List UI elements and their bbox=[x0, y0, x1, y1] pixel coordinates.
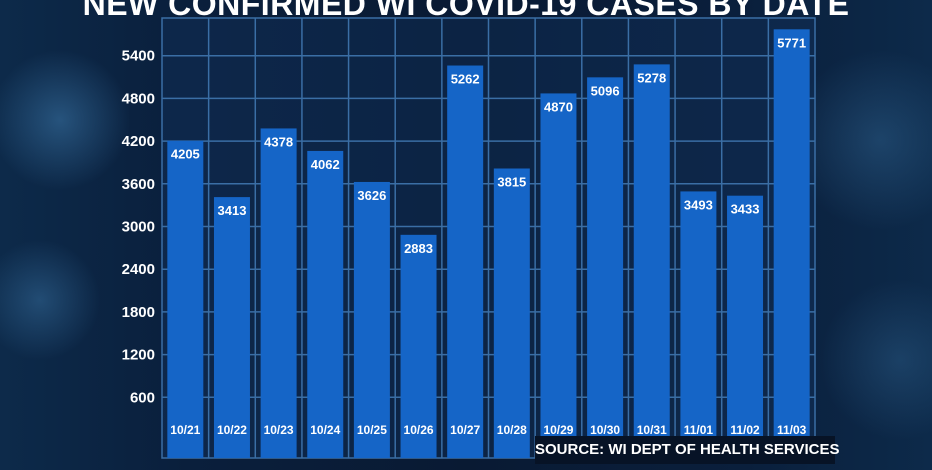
x-tick-label: 11/03 bbox=[777, 423, 807, 437]
x-tick-label: 10/21 bbox=[170, 423, 200, 437]
bar bbox=[773, 29, 810, 458]
x-tick-label: 10/27 bbox=[450, 423, 480, 437]
data-label: 4205 bbox=[171, 147, 200, 162]
x-tick-label: 10/31 bbox=[637, 423, 667, 437]
bar bbox=[400, 234, 437, 458]
y-tick-label: 3000 bbox=[122, 219, 155, 236]
grid-lines bbox=[161, 17, 816, 459]
y-tick-label: 600 bbox=[130, 389, 155, 406]
y-tick-label: 1800 bbox=[122, 304, 155, 321]
bars bbox=[167, 29, 810, 459]
y-tick-label: 4800 bbox=[122, 90, 155, 107]
data-label: 4062 bbox=[311, 157, 340, 172]
data-label: 5278 bbox=[637, 70, 666, 85]
data-label: 3815 bbox=[497, 174, 526, 189]
x-tick-label: 10/24 bbox=[310, 423, 340, 437]
x-tick-label: 11/02 bbox=[730, 423, 760, 437]
x-tick-label: 10/29 bbox=[543, 423, 573, 437]
bar bbox=[540, 93, 577, 458]
data-label: 4378 bbox=[264, 134, 293, 149]
data-label: 5771 bbox=[777, 35, 806, 50]
y-axis: 600 1200 1800 2400 3000 3600 4200 4800 5400 bbox=[122, 48, 155, 407]
data-label: 4870 bbox=[544, 99, 573, 114]
data-label: 3433 bbox=[731, 202, 760, 217]
y-tick-label: 3600 bbox=[122, 176, 155, 193]
data-label: 2883 bbox=[404, 241, 433, 256]
bar bbox=[213, 197, 250, 459]
x-axis: 10/21 10/22 10/23 10/24 10/25 10/26 10/27 10/28… bbox=[170, 423, 806, 437]
x-tick-label: 10/30 bbox=[590, 423, 620, 437]
data-label: 3493 bbox=[684, 197, 713, 212]
bar bbox=[727, 195, 764, 459]
bar bbox=[447, 65, 484, 459]
data-label: 5262 bbox=[451, 72, 480, 87]
data-labels: 4205 3413 4378 4062 3626 2883 5262 3815 4870 5096… bbox=[171, 35, 806, 256]
bar bbox=[260, 128, 297, 459]
x-tick-label: 10/26 bbox=[404, 423, 434, 437]
bar bbox=[353, 181, 390, 459]
bar bbox=[633, 64, 670, 459]
data-label: 3413 bbox=[218, 203, 247, 218]
y-tick-label: 5400 bbox=[122, 48, 155, 65]
x-tick-label: 10/23 bbox=[264, 423, 294, 437]
source-note: SOURCE: WI DEPT OF HEALTH SERVICES bbox=[535, 436, 839, 464]
bar bbox=[307, 150, 344, 458]
y-tick-label: 4200 bbox=[122, 133, 155, 150]
y-tick-label: 2400 bbox=[122, 261, 155, 278]
x-tick-label: 10/25 bbox=[357, 423, 387, 437]
x-tick-label: 10/22 bbox=[217, 423, 247, 437]
y-tick-label: 1200 bbox=[122, 347, 155, 364]
data-label: 5096 bbox=[591, 83, 620, 98]
bar bbox=[167, 140, 204, 458]
data-label: 3626 bbox=[357, 188, 386, 203]
chart-title: NEW CONFIRMED WI COVID-19 CASES BY DATE bbox=[82, 0, 850, 22]
bar bbox=[680, 191, 717, 458]
bar bbox=[587, 77, 624, 459]
x-tick-label: 10/28 bbox=[497, 423, 527, 437]
bar bbox=[493, 168, 530, 459]
x-tick-label: 11/01 bbox=[684, 423, 714, 437]
